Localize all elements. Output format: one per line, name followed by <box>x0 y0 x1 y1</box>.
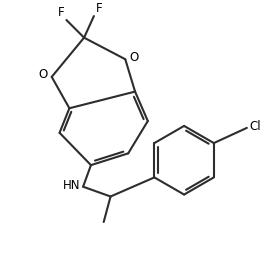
Text: HN: HN <box>63 179 80 192</box>
Text: Cl: Cl <box>250 120 261 133</box>
Text: O: O <box>129 51 138 64</box>
Text: O: O <box>39 69 48 81</box>
Text: F: F <box>96 2 102 15</box>
Text: F: F <box>58 6 65 19</box>
